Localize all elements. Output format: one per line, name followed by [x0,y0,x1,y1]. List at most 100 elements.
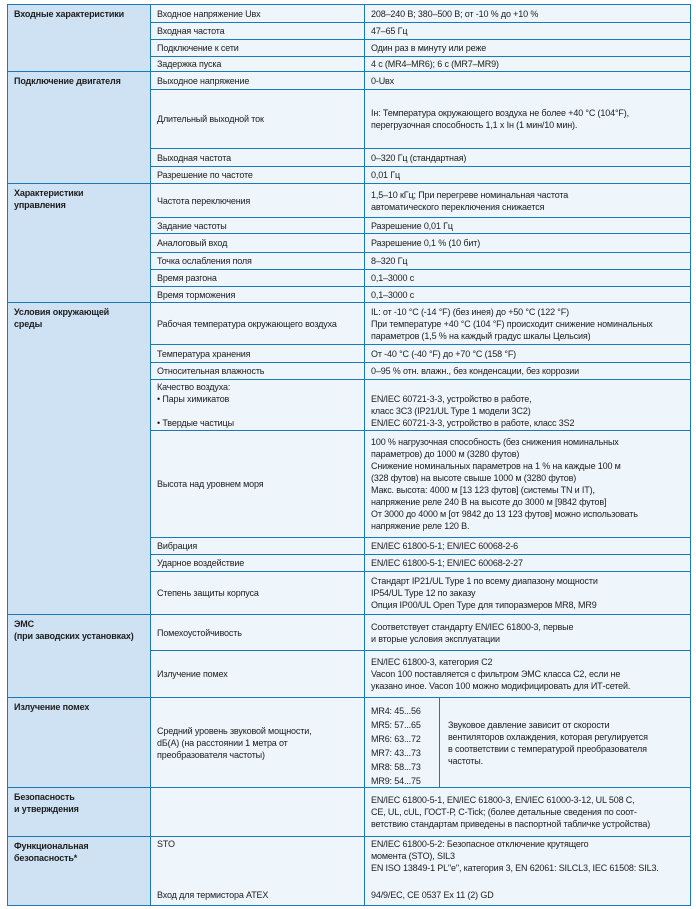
group-title: Функциональная безопасность* [7,836,151,906]
value-text: EN/IEC 61800-3, категория C2 Vacon 100 п… [364,650,691,698]
value-text: 0,1–3000 с [364,286,691,303]
group-title: Безопасность и утверждения [7,787,151,837]
sound-note-text: Звуковое давление зависит от скорости ве… [448,719,648,766]
parameter-name: Вибрация [150,537,365,555]
value-text: EN/IEC 61800-5-2: Безопасное отключение … [371,839,659,873]
parameter-name: Высота над уровнем моря [150,430,365,538]
table-row: Задержка пуска 4 с (MR4–MR6); 6 с (MR7–MR… [8,56,691,72]
value-text: EN/IEC 61800-5-1, EN/IEC 61800-3, EN/IEC… [364,787,691,837]
table-row: Подключение двигателя Выходное напряжение… [7,71,691,184]
parameter-name: Точка ослабления поля [150,252,365,270]
table-row: Ударное воздействие EN/IEC 61800-5-1; EN/… [8,554,691,572]
parameter-name: Относительная влажность [150,362,365,380]
table-row: Качество воздуха: • Пары химикатов • Тве… [8,379,691,431]
table-row: Безопасность и утверждения EN/IEC 61800-5… [7,787,691,837]
value-text: EN/IEC 61800-5-1; EN/IEC 60068-2-6 [364,537,691,555]
parameter-name: Время разгона [150,269,365,287]
sound-level-item: MR7: 43...73 [371,748,421,758]
table-row: Входные характеристики Входное напряжение… [7,4,691,72]
parameter-name: Подключение к сети [150,39,365,57]
table-row: Характеристики управления Частота переклю… [7,183,691,303]
sound-split: MR4: 45...56 MR5: 57...65 MR6: 63...72 MR7:… [371,698,690,787]
value-text: 0–95 % отн. влажн., без конденсации, без… [364,362,691,380]
parameter-stack: STO Вход для термистора ATEX [157,838,358,901]
value-cell: MR4: 45...56 MR5: 57...65 MR6: 63...72 MR7:… [364,697,691,788]
table-row: Вибрация EN/IEC 61800-5-1; EN/IEC 60068-2… [8,537,691,555]
parameter-name: Длительный выходной ток [150,89,365,149]
value-text: 100 % нагрузочная способность (без сниже… [364,430,691,538]
table-row: Входная частота 47–65 Гц [8,22,691,40]
value-text: 94/9/EC, CE 0537 Ex 11 (2) GD [371,890,494,900]
value-text: Стандарт IP21/UL Type 1 по всему диапазо… [364,571,691,615]
table-row: Относительная влажность 0–95 % отн. влажн… [8,362,691,380]
sound-level-item: MR6: 63...72 [371,734,421,744]
parameter-name: Степень защиты корпуса [150,571,365,615]
value-text: 0-Uвх [364,71,691,90]
value-text: Iн: Температура окружающего воздуха не б… [364,89,691,149]
parameter-name: Аналоговый вход [150,233,365,253]
sound-level-item: MR5: 57...65 [371,720,421,730]
value-text: Соответствует стандарту EN/IEC 61800-3, … [364,614,691,651]
sound-level-item: MR4: 45...56 [371,706,421,716]
sound-level-item: MR9: 54...75 [371,776,421,786]
group-title: Условия окружающей среды [7,302,151,615]
value-text: Разрешение 0,01 Гц [364,217,691,234]
parameter-name: Разрешение по частоте [150,166,365,184]
parameter-cell: STO Вход для термистора ATEX [150,836,365,906]
table-row: Время разгона 0,1–3000 с [8,269,691,287]
sound-levels-list: MR4: 45...56 MR5: 57...65 MR6: 63...72 MR7:… [371,699,435,787]
table-row: ЭМС (при заводских установках) Помехоусто… [7,614,691,698]
value-text: EN/IEC 61800-5-1; EN/IEC 60068-2-27 [364,554,691,572]
table-row: Задание частоты Разрешение 0,01 Гц [8,217,691,234]
value-text: 208–240 В; 380–500 В; от -10 % до +10 % [364,4,691,23]
table-row: Разрешение по частоте 0,01 Гц [8,166,691,184]
table-row: Условия окружающей среды Рабочая температ… [7,302,691,615]
parameter-name: Температура хранения [150,344,365,363]
value-text: 0,01 Гц [364,166,691,184]
value-text: 0–320 Гц (стандартная) [364,148,691,167]
table-row: Высота над уровнем моря 100 % нагрузочная… [8,430,691,538]
group-title: Входные характеристики [7,4,151,72]
value-cell: EN/IEC 61800-5-2: Безопасное отключение … [364,836,691,906]
value-text: Разрешение 0,1 % (10 бит) [364,233,691,253]
group-title: Характеристики управления [7,183,151,303]
value-text: EN/IEC 60721-3-3, устройство в работе, к… [364,379,691,431]
parameter-name: Ударное воздействие [150,554,365,572]
parameter-name: Входное напряжение Uвх [150,4,365,23]
table-row: Точка ослабления поля 8–320 Гц [8,252,691,270]
table-row: Функциональная безопасность* STO Вход для … [7,836,691,906]
parameter-name: Излучение помех [150,650,365,698]
table-row: Выходная частота 0–320 Гц (стандартная) [8,148,691,167]
parameter-name: Входная частота [150,22,365,40]
parameter-name: Задержка пуска [150,56,365,72]
value-text: От -40 °C (-40 °F) до +70 °C (158 °F) [364,344,691,363]
value-text: Один раз в минуту или реже [364,39,691,57]
table-row: Излучение помех EN/IEC 61800-3, категория… [8,650,691,698]
value-text: 8–320 Гц [364,252,691,270]
parameter-name: Задание частоты [150,217,365,234]
parameter-name: Качество воздуха: • Пары химикатов • Тве… [150,379,365,431]
parameter-name: Вход для термистора ATEX [157,890,269,900]
parameter-name: STO [157,839,175,849]
value-text: 4 с (MR4–MR6); 6 с (MR7–MR9) [364,56,691,72]
group-title: Подключение двигателя [7,71,151,184]
parameter-name: Выходная частота [150,148,365,167]
parameter-name: Выходное напряжение [150,71,365,90]
parameter-name [150,787,365,837]
parameter-name: Средний уровень звуковой мощности, dБ(А)… [150,697,365,788]
value-text: 0,1–3000 с [364,269,691,287]
group-title: Излучение помех [7,697,151,788]
parameter-name: Помехоустойчивость [150,614,365,651]
value-text: IL: от -10 °C (-14 °F) (без инея) до +50… [364,302,691,345]
table-row: Подключение к сети Один раз в минуту или … [8,39,691,57]
specifications-table: Входные характеристики Входное напряжение… [7,4,691,906]
table-row: Аналоговый вход Разрешение 0,1 % (10 бит) [8,233,691,253]
table-row: Излучение помех Средний уровень звуковой … [7,697,691,788]
value-text: 1,5–10 кГц; При перегреве номинальная ча… [364,183,691,218]
value-stack: EN/IEC 61800-5-2: Безопасное отключение … [371,838,684,901]
table-row: Степень защиты корпуса Стандарт IP21/UL T… [8,571,691,615]
sound-levels: MR4: 45...56 MR5: 57...65 MR6: 63...72 MR7:… [371,698,440,787]
table-row: Время торможения 0,1–3000 с [8,286,691,303]
table-row: Температура хранения От -40 °C (-40 °F) д… [8,344,691,363]
parameter-name: Частота переключения [150,183,365,218]
